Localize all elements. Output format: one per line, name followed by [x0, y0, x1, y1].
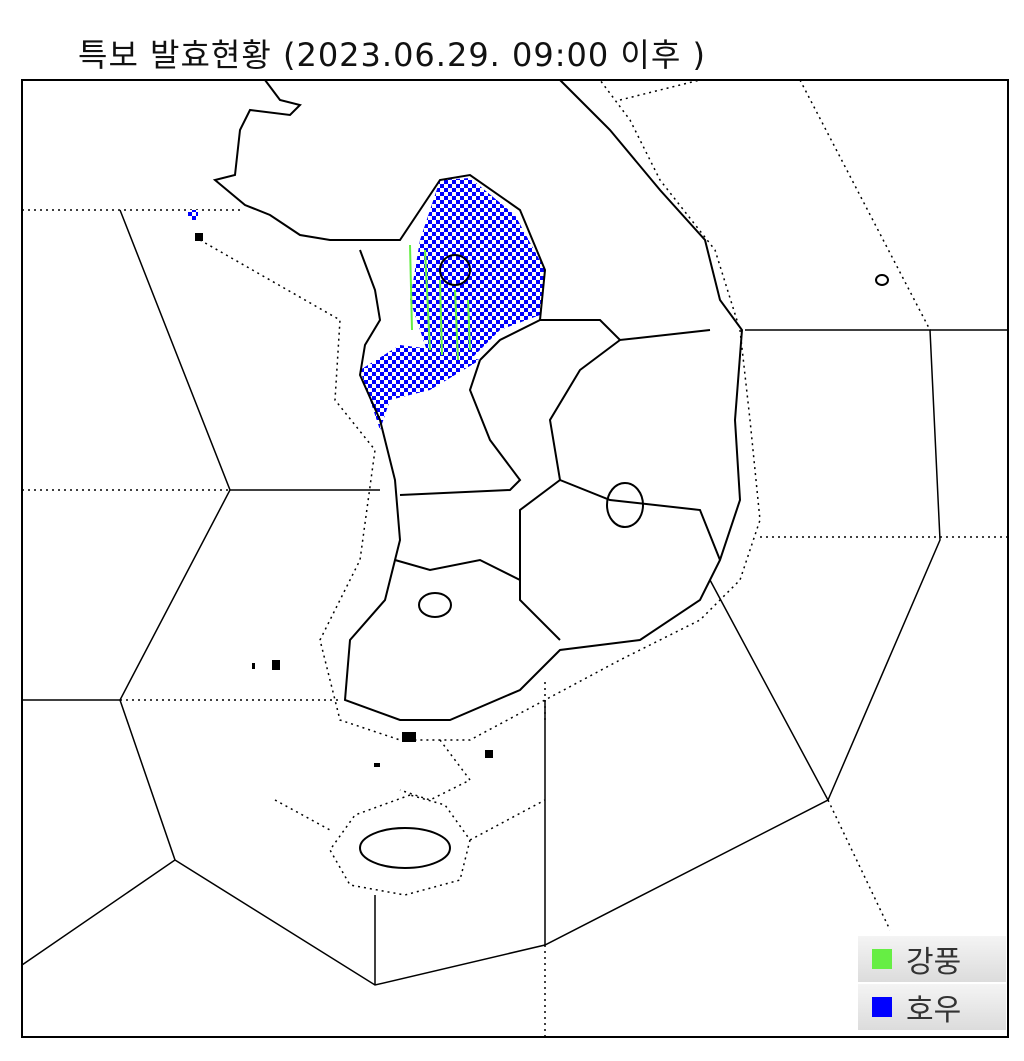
heavy-rain-swatch [872, 997, 892, 1017]
sea-zone-dotted-lines [22, 79, 1008, 1037]
heavy-rain-areas [188, 178, 545, 430]
legend-label: 호우 [906, 993, 962, 1028]
strong-wind-areas [409, 244, 471, 361]
legend-item-strong-wind: 강풍 [858, 936, 1006, 982]
jeju-island [359, 827, 451, 869]
small-islands [195, 233, 493, 767]
legend-item-heavy-rain: 호우 [858, 984, 1006, 1030]
map-title: 특보 발효현황 (2023.06.29. 09:00 이후 ) [78, 36, 706, 74]
coastline [212, 79, 889, 869]
legend-label: 강풍 [906, 945, 962, 980]
strong-wind-swatch [872, 949, 892, 969]
